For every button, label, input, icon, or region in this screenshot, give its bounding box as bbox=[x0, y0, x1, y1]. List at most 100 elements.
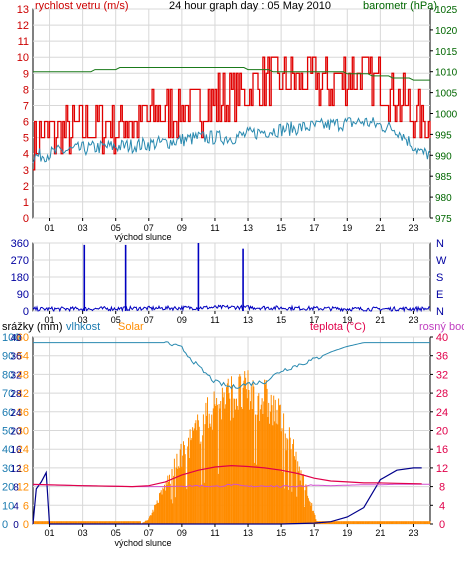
x-tick-label: 09 bbox=[177, 223, 187, 233]
pressure-tick-label: 1025 bbox=[435, 5, 458, 16]
x-tick-label: 17 bbox=[309, 223, 319, 233]
rain-legend: srážky (mm) bbox=[2, 321, 63, 333]
x-tick-label: 19 bbox=[342, 528, 352, 538]
pressure-tick-label: 1010 bbox=[435, 68, 458, 79]
x-tick-label: 05 bbox=[111, 528, 121, 538]
x-tick-label: 07 bbox=[144, 528, 154, 538]
rain-tick-label: 4 bbox=[13, 501, 19, 512]
wind-speed-tick-label: 8 bbox=[23, 84, 29, 96]
solar-tick-label: 54 bbox=[17, 351, 29, 363]
wind-average-line bbox=[32, 117, 431, 164]
climate-time-axis: 01 03 05 07 09 11 13 15 17 19 21 23 bbox=[45, 524, 418, 538]
humidity-tick-label: 90 bbox=[2, 351, 14, 363]
wind-speed-tick-label: 13 bbox=[17, 4, 29, 16]
dewpoint-legend: rosný bod bbox=[419, 321, 464, 333]
temperature-tick-label: 0 bbox=[439, 519, 445, 531]
rain-tick-label: 20 bbox=[10, 427, 22, 438]
wind-grid bbox=[33, 8, 430, 219]
rain-tick-label: 36 bbox=[10, 352, 22, 363]
x-tick-label: 11 bbox=[210, 223, 219, 233]
x-tick-label: 15 bbox=[276, 223, 286, 233]
rain-tick-label: 28 bbox=[10, 389, 22, 400]
x-tick-label: 15 bbox=[276, 528, 286, 538]
pressure-tick-label: 975 bbox=[435, 214, 452, 225]
climate-series bbox=[32, 341, 431, 525]
temperature-tick-label: 28 bbox=[436, 388, 448, 400]
x-tick-label: 07 bbox=[144, 315, 154, 325]
rain-tick-label: 12 bbox=[10, 464, 22, 475]
sunrise-label-bottom: východ slunce bbox=[114, 538, 171, 548]
humidity-tick-label: 60 bbox=[2, 407, 14, 419]
pressure-tick-label: 1005 bbox=[435, 89, 458, 100]
rain-tick-label: 24 bbox=[10, 408, 22, 419]
solar-tick-label: 36 bbox=[17, 407, 29, 419]
x-tick-label: 21 bbox=[375, 528, 385, 538]
humidity-tick-label: 20 bbox=[2, 482, 14, 494]
wind-speed-tick-label: 12 bbox=[17, 20, 29, 32]
wind-speed-tick-label: 1 bbox=[23, 197, 29, 209]
wind-speed-tick-label: 4 bbox=[23, 149, 29, 161]
pressure-tick-label: 980 bbox=[435, 193, 452, 204]
compass-label: N bbox=[436, 306, 444, 318]
solar-tick-label: 42 bbox=[17, 388, 29, 400]
temperature-tick-label: 24 bbox=[436, 407, 448, 419]
wind-speed-tick-label: 3 bbox=[23, 165, 29, 177]
solar-tick-label: 0 bbox=[23, 519, 29, 531]
humidity-tick-label: 40 bbox=[2, 444, 14, 456]
temperature-tick-label: 12 bbox=[436, 463, 448, 475]
wind-speed-tick-label: 10 bbox=[17, 52, 29, 64]
direction-degree-label: 180 bbox=[11, 272, 29, 284]
temperature-legend: teplota (°C) bbox=[310, 321, 366, 333]
rain-tick-label: 40 bbox=[10, 333, 22, 344]
rain-line bbox=[32, 467, 422, 525]
pressure-tick-label: 985 bbox=[435, 172, 452, 183]
x-tick-label: 19 bbox=[342, 315, 352, 325]
temperature-tick-label: 36 bbox=[436, 351, 448, 363]
solar-area bbox=[32, 370, 431, 524]
x-tick-label: 21 bbox=[375, 315, 385, 325]
compass-label: E bbox=[436, 289, 443, 301]
solar-tick-label: 48 bbox=[17, 369, 29, 381]
pressure-tick-label: 1015 bbox=[435, 47, 458, 58]
x-tick-label: 05 bbox=[111, 315, 121, 325]
compass-label: N bbox=[436, 238, 444, 250]
wind-speed-tick-label: 2 bbox=[23, 181, 29, 193]
rain-tick-label: 32 bbox=[10, 370, 22, 381]
pressure-line bbox=[33, 67, 430, 81]
humidity-tick-label: 70 bbox=[2, 388, 14, 400]
x-tick-label: 03 bbox=[78, 315, 88, 325]
direction-degree-label: 270 bbox=[11, 255, 29, 267]
humidity-tick-label: 100 bbox=[2, 332, 20, 344]
x-tick-label: 05 bbox=[111, 223, 121, 233]
x-tick-label: 03 bbox=[78, 528, 88, 538]
direction-series bbox=[32, 243, 431, 313]
x-tick-label: 23 bbox=[408, 223, 418, 233]
x-tick-label: 21 bbox=[375, 223, 385, 233]
x-tick-label: 01 bbox=[45, 528, 55, 538]
pressure-axis-title: barometr (hPa) bbox=[363, 0, 437, 12]
wind-gust-line bbox=[33, 56, 431, 171]
compass-label: S bbox=[436, 272, 443, 284]
wind-speed-axis-title: rychlost vetru (m/s) bbox=[35, 0, 129, 12]
x-tick-label: 23 bbox=[408, 315, 418, 325]
wind-speed-tick-label: 6 bbox=[23, 117, 29, 129]
rain-tick-label: 8 bbox=[13, 483, 19, 494]
temperature-tick-label: 16 bbox=[436, 444, 448, 456]
x-tick-label: 19 bbox=[342, 223, 352, 233]
wind-speed-tick-label: 9 bbox=[23, 68, 29, 80]
x-tick-label: 17 bbox=[309, 528, 319, 538]
temperature-line bbox=[32, 464, 422, 488]
solar-tick-label: 12 bbox=[17, 482, 29, 494]
direction-time-axis: 01 03 05 07 09 11 13 15 17 19 21 23 bbox=[45, 311, 418, 325]
wind-speed-tick-label: 5 bbox=[23, 133, 29, 145]
sunrise-label: východ slunce bbox=[114, 232, 171, 242]
x-tick-label: 13 bbox=[243, 315, 253, 325]
pressure-axis: 975 980 985 990 995 1000 1005 1010 1015 1020 1025 bbox=[430, 5, 458, 225]
solar-tick-label: 24 bbox=[17, 444, 29, 456]
direction-degree-label: 90 bbox=[17, 289, 29, 301]
rain-tick-label: 0 bbox=[13, 520, 19, 531]
